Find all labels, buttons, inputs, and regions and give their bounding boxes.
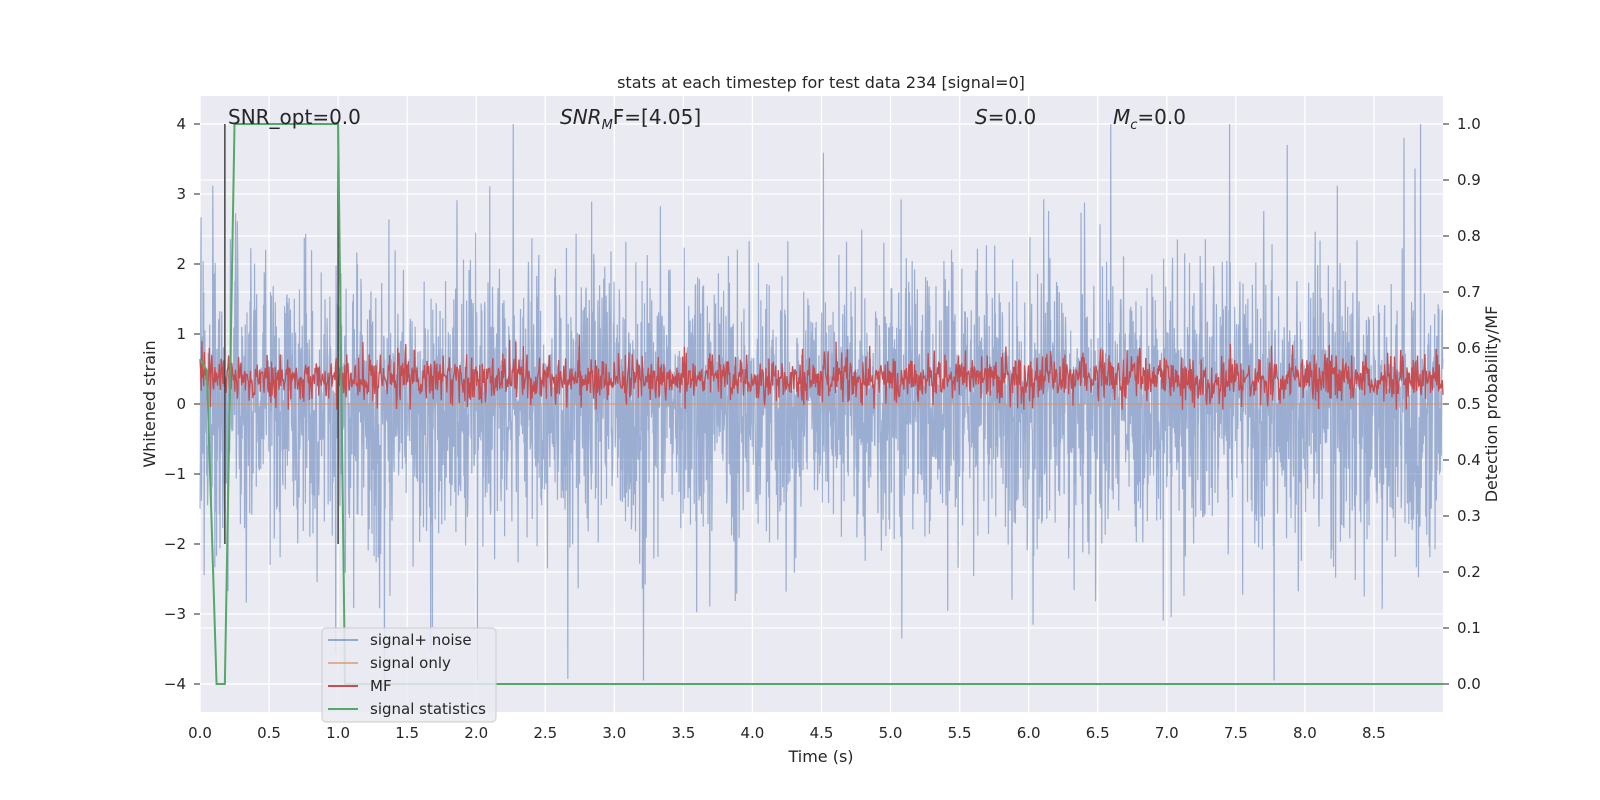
x-tick-label: 2.0 <box>464 724 488 742</box>
annotation-mc: Mc=0.0 <box>1113 105 1186 133</box>
y-tick-label-right: 0.5 <box>1457 395 1481 413</box>
x-tick-label: 4.5 <box>810 724 834 742</box>
legend-label-signal-noise: signal+ noise <box>370 631 472 649</box>
x-tick-label: 3.5 <box>671 724 695 742</box>
annotation-snr-mf-label: SNR <box>560 105 602 129</box>
x-tick-label: 8.5 <box>1362 724 1386 742</box>
y-tick-label-right: 0.0 <box>1457 675 1481 693</box>
x-axis-label: Time (s) <box>787 747 853 766</box>
x-tick-label: 5.5 <box>948 724 972 742</box>
legend-label-mf: MF <box>370 677 392 695</box>
legend-box <box>321 627 497 723</box>
y-tick-label-right: 1.0 <box>1457 115 1481 133</box>
x-tick-label: 0.0 <box>188 724 212 742</box>
y-tick-label-left: 4 <box>176 115 186 133</box>
annotation-mc-label: M <box>1113 105 1130 129</box>
y-tick-label-left: 3 <box>176 185 186 203</box>
y-tick-label-right: 0.8 <box>1457 227 1481 245</box>
axes: 0.0 0.5 1.0 1.5 2.0 2.5 3.0 3.5 4.0 4.5 5.0 5.5 6.0 6… <box>164 115 1481 742</box>
x-tick-label: 3.0 <box>602 724 626 742</box>
y-tick-label-left: 2 <box>176 255 186 273</box>
y-tick-label-right: 0.9 <box>1457 171 1481 189</box>
annotation-s: S=0.0 <box>975 105 1036 129</box>
legend-label-signal-only: signal only <box>370 654 451 672</box>
x-tick-label: 0.5 <box>257 724 281 742</box>
series-mf <box>199 334 1444 410</box>
x-tick-label: 8.0 <box>1293 724 1317 742</box>
y-tick-label-left: 0 <box>176 395 186 413</box>
y-tick-label-right: 0.4 <box>1457 451 1481 469</box>
series-signal-noise <box>199 123 1444 681</box>
y-tick-label-left: 1 <box>176 325 186 343</box>
y-tick-label-right: 0.6 <box>1457 339 1481 357</box>
y-tick-label-left: −3 <box>164 605 186 623</box>
x-tick-label: 6.5 <box>1086 724 1110 742</box>
x-tick-label: 6.0 <box>1017 724 1041 742</box>
annotation-snr-mf-sub: M <box>602 118 613 133</box>
annotation-mc-rest: =0.0 <box>1137 105 1186 129</box>
annotation-s-rest: =0.0 <box>988 105 1037 129</box>
x-tick-label: 7.5 <box>1224 724 1248 742</box>
annotation-snr-mf: SNRMF=[4.05] <box>560 105 701 133</box>
x-tick-label: 5.0 <box>879 724 903 742</box>
y-tick-label-left: −2 <box>164 535 186 553</box>
x-tick-label: 2.5 <box>533 724 557 742</box>
x-tick-label: 4.0 <box>741 724 765 742</box>
x-tick-label: 1.5 <box>395 724 419 742</box>
legend: signal+ noise signal only MF signal stat… <box>321 627 497 723</box>
y-axis-label-right: Detection probability/MF <box>1482 306 1501 503</box>
y-tick-label-right: 0.3 <box>1457 507 1481 525</box>
annotation-snr-opt: SNR_opt=0.0 <box>228 105 361 129</box>
y-tick-label-left: −4 <box>164 675 186 693</box>
y-tick-label-right: 0.7 <box>1457 283 1481 301</box>
y-tick-label-right: 0.2 <box>1457 563 1481 581</box>
annotation-snr-mf-rest: F=[4.05] <box>613 105 701 129</box>
legend-label-signal-statistics: signal statistics <box>370 700 486 718</box>
y-axis-label-left: Whitened strain <box>140 340 159 467</box>
x-tick-label: 7.0 <box>1155 724 1179 742</box>
y-tick-label-left: −1 <box>164 465 186 483</box>
x-tick-label: 1.0 <box>326 724 350 742</box>
chart-title: stats at each timestep for test data 234… <box>617 73 1025 92</box>
annotation-s-label: S <box>975 105 988 129</box>
annotation-mc-sub: c <box>1130 118 1137 133</box>
y-tick-label-right: 0.1 <box>1457 619 1481 637</box>
